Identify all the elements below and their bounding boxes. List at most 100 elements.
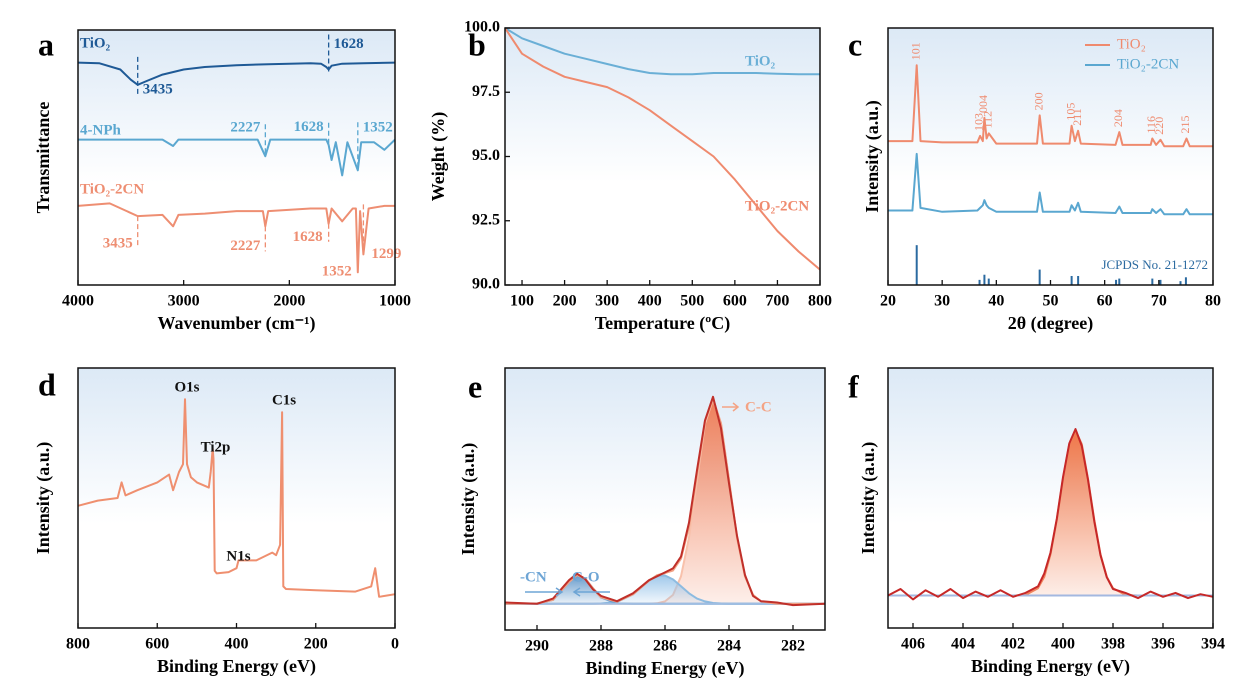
legend-label: TiO₂-2CN (1117, 56, 1179, 72)
series-group (888, 64, 1213, 216)
series-line (888, 64, 1213, 148)
series-line (504, 395, 826, 607)
series-line (78, 138, 396, 177)
x-tick-label: 400 (225, 636, 249, 653)
series-line (504, 27, 820, 76)
series-label: TiO₂-2CN (80, 181, 144, 197)
series-group (504, 395, 826, 607)
y-axis-title: Intensity (a.u.) (858, 442, 879, 555)
x-tick-label: 20 (880, 293, 896, 310)
peak-label: 101 (908, 42, 922, 60)
x-tick-label: 404 (951, 636, 975, 653)
plot-background (888, 28, 1213, 285)
x-tick-label: 3000 (168, 293, 200, 310)
x-tick-label: 2000 (273, 293, 305, 310)
x-tick-label: 500 (680, 293, 704, 310)
series-line (504, 27, 821, 271)
series-label: 4-NPh (80, 122, 121, 138)
plot-background (78, 30, 395, 285)
panel-label: c (848, 26, 862, 62)
x-axis-title: Temperature (ºC) (595, 313, 730, 334)
annotation: 3435 (103, 236, 133, 252)
peak-label: O1s (174, 380, 199, 396)
reference-label: JCPDS No. 21-1272 (1101, 257, 1208, 272)
y-axis-title: Intensity (a.u.) (33, 442, 54, 555)
x-tick-label: 286 (653, 638, 677, 655)
series-group (887, 428, 1214, 601)
annotation: 3435 (143, 81, 173, 97)
x-axis-title: Binding Energy (eV) (157, 656, 316, 677)
x-tick-label: 284 (717, 638, 741, 655)
peak-label: 200 (1031, 92, 1045, 110)
series-label: TiO₂-2CN (745, 198, 809, 214)
x-tick-label: 300 (595, 293, 619, 310)
plot-background (78, 368, 395, 628)
y-tick-label: 100.0 (464, 19, 500, 36)
series-line (77, 61, 396, 86)
x-tick-label: 70 (1151, 293, 1167, 310)
y-axis-title: Transmittance (33, 102, 53, 214)
peak-label: 220 (1152, 117, 1166, 135)
x-tick-label: 4000 (62, 293, 94, 310)
annotation: 1628 (293, 229, 323, 245)
series-fill (505, 575, 825, 604)
x-tick-label: 600 (723, 293, 747, 310)
x-tick-label: 288 (589, 638, 613, 655)
plot-background (505, 28, 820, 285)
peak-label: N1s (226, 549, 250, 565)
x-tick-label: 400 (638, 293, 662, 310)
series-fill (888, 430, 1213, 596)
series-label: TiO₂ (80, 35, 111, 51)
x-tick-label: 400 (1051, 636, 1075, 653)
x-axis-title: 2θ (degree) (1008, 313, 1094, 334)
x-tick-label: 1000 (379, 293, 411, 310)
x-axis-title: Binding Energy (eV) (585, 658, 744, 679)
annotation: 2227 (230, 238, 261, 254)
annotation: 1628 (294, 119, 324, 135)
peak-label: C1s (272, 393, 296, 409)
series-label: C-O (572, 569, 600, 585)
x-tick-label: 800 (808, 293, 832, 310)
panel-label: e (468, 368, 482, 404)
x-tick-label: 800 (66, 636, 90, 653)
peak-label: 204 (1111, 109, 1125, 127)
x-tick-label: 50 (1043, 293, 1059, 310)
series-line (888, 152, 1213, 216)
plot-frame (887, 367, 1214, 629)
annotation: 1352 (363, 120, 393, 136)
series-line (887, 428, 1214, 601)
y-tick-label: 97.5 (472, 83, 500, 100)
x-tick-label: 100 (510, 293, 534, 310)
arrow (572, 587, 610, 597)
y-axis-title: Intensity (a.u.) (458, 443, 479, 556)
panel-label: f (848, 368, 859, 404)
peak-label: 004 (976, 95, 990, 113)
annotation: 1299 (371, 246, 401, 262)
peak-label: 112 (981, 111, 995, 129)
x-tick-label: 30 (934, 293, 950, 310)
series-group (77, 398, 396, 598)
plot-frame (77, 29, 396, 286)
annotation: 1628 (334, 36, 364, 52)
y-tick-label: 95.0 (472, 147, 500, 164)
x-tick-label: 700 (765, 293, 789, 310)
peak-label: 116 (1144, 116, 1158, 134)
x-tick-label: 60 (1097, 293, 1113, 310)
panel-label: a (38, 26, 54, 62)
series-line (77, 202, 395, 274)
series-group (504, 27, 821, 271)
arrows (525, 402, 740, 597)
series-line (77, 398, 396, 598)
y-axis-title: Intensity (a.u.) (862, 100, 883, 213)
series-label: C-C (745, 399, 772, 415)
x-axis-title: Binding Energy (eV) (971, 656, 1130, 677)
arrow (722, 402, 740, 412)
x-axis-title: Wavenumber (cm⁻¹) (157, 313, 315, 334)
series-label: -CN (520, 569, 547, 585)
peak-label: 211 (1070, 108, 1084, 126)
x-tick-label: 80 (1205, 293, 1221, 310)
x-tick-label: 200 (304, 636, 328, 653)
x-tick-label: 600 (145, 636, 169, 653)
x-tick-label: 394 (1201, 636, 1225, 653)
